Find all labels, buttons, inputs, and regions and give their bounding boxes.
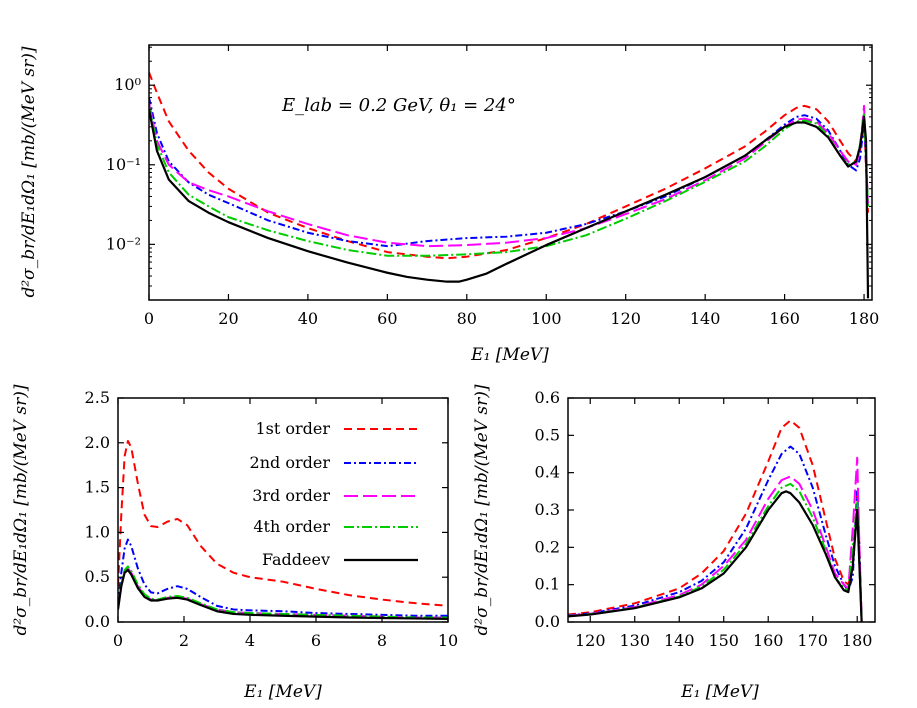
bottom-right-x-tick-label: 150 [708, 631, 739, 650]
bottom-left-x-tick-label: 2 [179, 631, 189, 650]
bottom-left-panel: 0 2 4 6 8 10 0.0 0.5 1.0 1.5 2.0 2.5 1st order 2nd o… [11, 384, 458, 702]
top-x-tick-label: 60 [377, 309, 397, 328]
bottom-right-y-axis-label: d²σ_br/dE₁dΩ₁ [mb/(MeV sr)] [472, 384, 492, 635]
top-x-tick-label: 80 [457, 309, 477, 328]
bottom-right-y-tick-label: 0.4 [535, 463, 560, 482]
bottom-left-y-tick-label: 1.5 [85, 478, 110, 497]
top-x-tick-label: 140 [690, 309, 721, 328]
bottom-left-y-tick-label: 0.5 [85, 567, 110, 586]
top-panel: 0 20 40 60 80 100 120 140 160 180 10⁰ 10⁻¹ 10⁻² E_la… [19, 44, 880, 365]
top-series-layer [149, 71, 870, 299]
bottom-left-y-tick-label: 0.0 [85, 612, 110, 631]
bottom-left-x-axis-label: E₁ [MeV] [243, 682, 322, 702]
bottom-left-series-1st-order [118, 440, 448, 607]
legend: 1st order 2nd order 3rd order 4th order Fadd… [250, 419, 418, 569]
bottom-right-series-layer [568, 419, 863, 622]
bottom-left-series-faddeev [118, 568, 448, 620]
top-x-tick-label: 0 [144, 309, 154, 328]
bottom-right-panel: 120 130 140 150 160 170 180 0.0 0.1 0.2 0.3 0.4 0.5 0… [472, 384, 876, 702]
bottom-right-y-tick-label: 0.2 [535, 537, 560, 556]
bottom-left-series-layer [118, 440, 448, 620]
bottom-left-plot-frame [117, 397, 449, 623]
top-y-tick-label: 10⁻² [106, 234, 141, 253]
top-x-tick-label: 180 [849, 309, 880, 328]
bottom-left-y-tick-label: 2.5 [85, 388, 110, 407]
bottom-left-x-tick-label: 10 [438, 631, 458, 650]
bottom-right-x-axis-label: E₁ [MeV] [680, 682, 759, 702]
bottom-right-y-tick-label: 0.6 [535, 388, 560, 407]
bottom-left-series-4th-order [118, 565, 448, 619]
top-y-axis-label: d²σ_br/dE₁dΩ₁ [mb/(MeV sr)] [19, 46, 39, 297]
bottom-left-y-axis-label: d²σ_br/dE₁dΩ₁ [mb/(MeV sr)] [11, 384, 31, 635]
bottom-right-y-tick-label: 0.1 [535, 575, 560, 594]
top-series-2nd-order [149, 97, 870, 248]
top-series-3rd-order [149, 102, 870, 248]
top-series-1st-order [149, 71, 870, 260]
bottom-left-series-2nd-order [118, 538, 448, 617]
bottom-left-ticks-layer: 0 2 4 6 8 10 0.0 0.5 1.0 1.5 2.0 2.5 [85, 388, 459, 650]
bottom-right-series-3rd-order [568, 456, 863, 622]
bottom-right-series-faddeev [568, 490, 863, 622]
top-x-tick-label: 120 [610, 309, 641, 328]
top-series-faddeev [149, 108, 870, 299]
legend-label-1st-order: 1st order [255, 419, 330, 438]
bottom-left-y-tick-label: 1.0 [85, 522, 110, 541]
top-ticks-layer: 0 20 40 60 80 100 120 140 160 180 10⁰ 10⁻¹ 10⁻² [106, 45, 880, 328]
legend-label-3rd-order: 3rd order [252, 486, 330, 505]
top-annotation: E_lab = 0.2 GeV, θ₁ = 24° [281, 95, 516, 116]
top-x-tick-label: 20 [218, 309, 238, 328]
bottom-left-series-3rd-order [118, 567, 448, 619]
bottom-right-plot-frame [567, 397, 876, 623]
legend-label-4th-order: 4th order [253, 517, 330, 536]
bottom-right-x-tick-label: 130 [619, 631, 650, 650]
bottom-left-x-tick-label: 4 [245, 631, 255, 650]
bottom-left-x-tick-label: 8 [377, 631, 387, 650]
top-x-tick-label: 160 [769, 309, 800, 328]
bottom-right-y-tick-label: 0.5 [535, 425, 560, 444]
bottom-right-series-2nd-order [568, 445, 863, 622]
bottom-right-y-tick-label: 0.0 [535, 612, 560, 631]
bottom-right-series-4th-order [568, 482, 863, 622]
top-y-tick-label: 10⁻¹ [106, 155, 141, 174]
bottom-right-x-tick-label: 180 [842, 631, 873, 650]
bottom-left-y-tick-label: 2.0 [85, 433, 110, 452]
top-y-tick-label: 10⁰ [114, 75, 141, 94]
bottom-right-x-tick-label: 120 [575, 631, 606, 650]
bottom-left-x-tick-label: 6 [311, 631, 321, 650]
bottom-right-y-tick-label: 0.3 [535, 500, 560, 519]
bottom-left-x-tick-label: 0 [113, 631, 123, 650]
bottom-right-x-tick-label: 170 [797, 631, 828, 650]
bottom-right-x-tick-label: 160 [753, 631, 784, 650]
legend-label-faddeev: Faddeev [262, 550, 330, 569]
bottom-right-ticks-layer: 120 130 140 150 160 170 180 0.0 0.1 0.2 0.3 0.4 0.5 0… [535, 388, 875, 650]
top-x-axis-label: E₁ [MeV] [470, 345, 549, 365]
top-x-tick-label: 100 [531, 309, 562, 328]
top-x-tick-label: 40 [298, 309, 318, 328]
legend-label-2nd-order: 2nd order [250, 453, 331, 472]
bottom-right-x-tick-label: 140 [664, 631, 695, 650]
